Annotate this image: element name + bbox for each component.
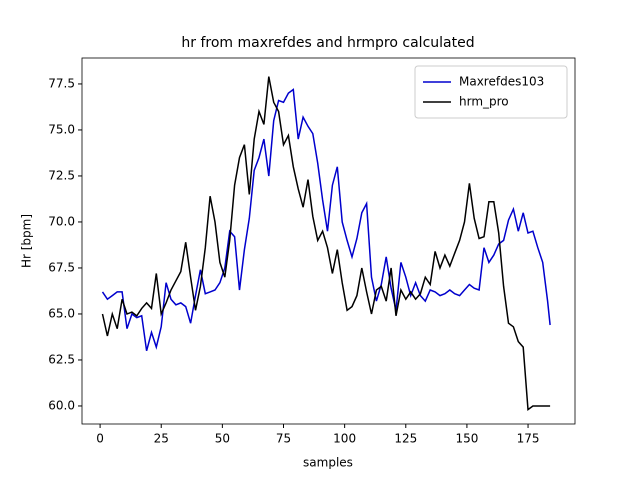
- x-tick-label: 125: [394, 432, 417, 446]
- legend-box: [414, 65, 568, 119]
- x-tick-label: 100: [333, 432, 356, 446]
- y-tick-label: 75.0: [48, 122, 75, 136]
- y-tick-label: 65.0: [48, 306, 75, 320]
- x-tick-label: 75: [276, 432, 291, 446]
- x-tick-label: 0: [96, 432, 104, 446]
- series-line: [101, 88, 551, 351]
- plot-frame: [81, 57, 576, 425]
- y-tick-label: 77.5: [48, 76, 75, 90]
- series-line: [101, 76, 551, 412]
- y-tick-label: 62.5: [48, 352, 75, 366]
- y-tick-label: 72.5: [48, 168, 75, 182]
- legend-label: Maxrefdes103: [459, 75, 544, 89]
- legend-label: hrm_pro: [459, 95, 509, 109]
- x-tick-label: 150: [455, 432, 478, 446]
- y-tick-label: 70.0: [48, 214, 75, 228]
- y-tick-label: 60.0: [48, 398, 75, 412]
- x-axis-label: samples: [303, 456, 353, 470]
- x-tick-label: 50: [215, 432, 230, 446]
- x-tick-label: 175: [517, 432, 540, 446]
- y-axis-label: Hr [bpm]: [20, 214, 34, 268]
- x-tick-label: 25: [154, 432, 169, 446]
- chart-title: hr from maxrefdes and hrmpro calculated: [181, 35, 474, 51]
- y-tick-label: 67.5: [48, 260, 75, 274]
